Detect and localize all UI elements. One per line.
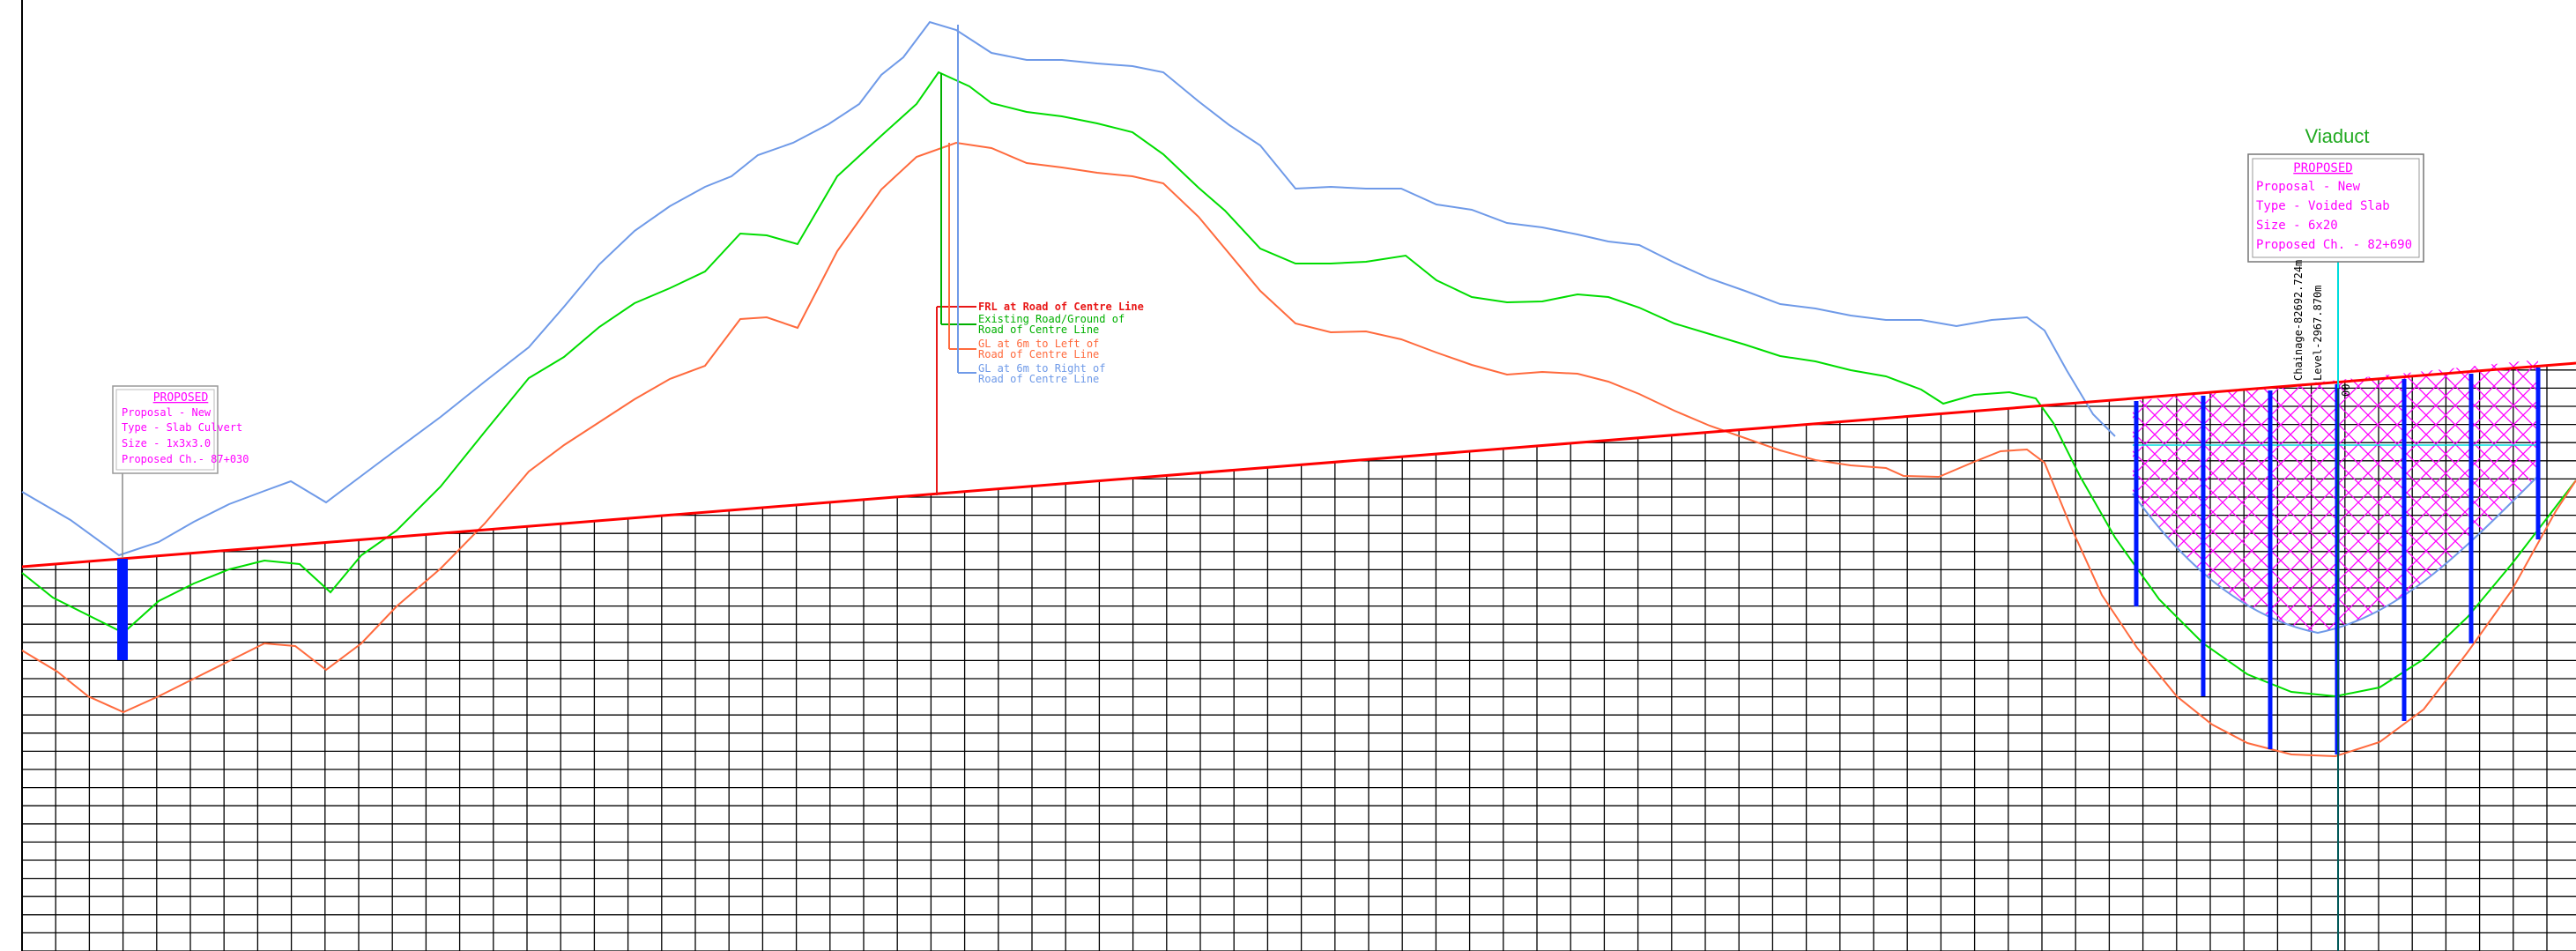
gl-left-line <box>21 141 2576 758</box>
hatch-line <box>2133 360 2276 633</box>
hatch-line <box>2246 360 2538 633</box>
hatch-line <box>2324 360 2538 633</box>
hatch-line <box>2133 360 2315 633</box>
legend-existing-label-1: Existing Road/Ground of <box>978 313 1125 325</box>
hatch-line <box>2133 360 2296 633</box>
existing-ground-line <box>21 71 2576 698</box>
viaduct-marker-label: 00 <box>2340 384 2352 397</box>
legend-right-label-1: GL at 6m to Right of <box>978 362 1106 375</box>
hatch-line <box>2266 360 2538 633</box>
culvert-line-3: Size - 1x3x3.0 <box>122 437 211 449</box>
viaduct-chainage-label: Chainage-82692.724m <box>2292 260 2305 381</box>
legend-existing-label-2: Road of Centre Line <box>978 323 1099 336</box>
slab-culvert-block <box>117 559 128 660</box>
hatch-line <box>2133 360 2373 633</box>
hatch-line <box>2479 360 2538 633</box>
hatch-line <box>2440 360 2538 633</box>
culvert-line-2: Type - Slab Culvert <box>122 421 242 434</box>
viaduct-line-3: Size - 6x20 <box>2256 219 2338 233</box>
hatch-line <box>2133 360 2218 633</box>
viaduct-line-4: Proposed Ch. - 82+690 <box>2256 238 2412 252</box>
viaduct-callout-box <box>2247 153 2424 263</box>
gl-right-line <box>21 20 2116 557</box>
viaduct-line-2: Type - Voided Slab <box>2256 199 2390 213</box>
hatch-line <box>2305 360 2538 633</box>
culvert-line-1: Proposal - New <box>122 406 212 419</box>
hatch-line <box>2208 360 2509 633</box>
hatch-line <box>2133 360 2199 633</box>
viaduct-level-label: Level-2967.870m <box>2312 286 2324 381</box>
hatch-line <box>2227 360 2528 633</box>
culvert-callout-inner <box>115 389 215 471</box>
viaduct-title: Viaduct <box>2305 125 2370 147</box>
culvert-line-4: Proposed Ch.- 87+030 <box>122 453 249 465</box>
hatch-line <box>2133 360 2238 633</box>
section-grid <box>21 365 2576 951</box>
hatch-line <box>2460 360 2538 633</box>
legend-left-label-1: GL at 6m to Left of <box>978 338 1099 350</box>
viaduct-line-1: Proposal - New <box>2256 180 2361 194</box>
legend-right-label-2: Road of Centre Line <box>978 373 1099 385</box>
viaduct-box-title: PROPOSED <box>2293 161 2352 175</box>
frl-line <box>21 361 2576 568</box>
hatch-line <box>2133 360 2257 633</box>
hatch-line <box>2133 360 2335 633</box>
hatch-line <box>2402 360 2538 633</box>
legend-left-label-2: Road of Centre Line <box>978 348 1099 360</box>
legend-frl-label: FRL at Road of Centre Line <box>978 301 1144 313</box>
culvert-title: PROPOSED <box>153 391 209 405</box>
culvert-callout-box <box>112 385 219 474</box>
viaduct-callout-inner <box>2252 158 2420 258</box>
